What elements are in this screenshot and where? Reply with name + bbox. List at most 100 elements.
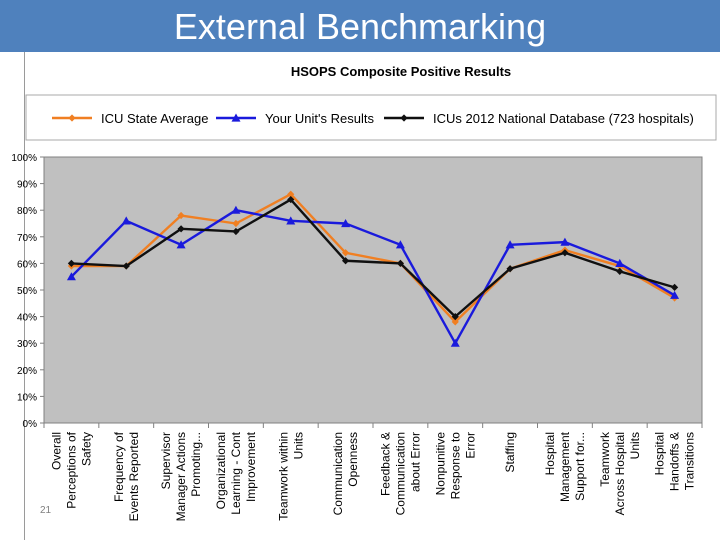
x-tick-label-line: about Error <box>408 432 422 492</box>
x-tick-label: HospitalManagementSupport for... <box>543 431 587 502</box>
x-tick-label: CommunicationOpenness <box>331 432 360 515</box>
x-tick-label: OrganizationalLearning - ContImprovement <box>214 431 258 514</box>
x-tick-label-line: Hospital <box>543 432 557 475</box>
chart-title: HSOPS Composite Positive Results <box>291 64 511 79</box>
data-point-marker <box>68 114 76 122</box>
series-3 <box>67 195 679 321</box>
y-tick-label: 100% <box>11 153 37 164</box>
y-tick-label: 0% <box>23 419 38 430</box>
data-point-marker <box>232 227 240 236</box>
data-point-marker <box>231 205 241 214</box>
y-tick-label: 10% <box>17 392 37 403</box>
data-point-marker <box>66 272 76 281</box>
slide-number: 21 <box>40 505 52 516</box>
data-point-marker <box>451 318 459 326</box>
x-tick-label-line: Nonpunitive <box>433 432 447 496</box>
data-point-marker <box>400 114 408 122</box>
data-point-marker <box>232 219 240 228</box>
x-tick-label-line: Promoting... <box>189 432 203 497</box>
legend: ICU State Average Your Unit's Results ICUs… <box>52 111 694 126</box>
x-tick-label: Frequency ofEvents Reported <box>112 431 141 521</box>
data-point-marker <box>341 249 350 257</box>
series-line <box>71 193 676 324</box>
x-tick-label-line: Hospital <box>653 432 667 475</box>
x-tick-label-line: Safety <box>79 432 93 466</box>
x-tick-label: OverallPerceptions ofSafety <box>49 431 93 508</box>
data-point-marker <box>341 219 351 228</box>
y-tick-label: 20% <box>17 366 37 377</box>
data-point-marker <box>396 259 405 267</box>
series-line <box>71 198 675 318</box>
x-tick-label-line: Across Hospital <box>613 432 627 515</box>
data-point-marker <box>177 211 185 220</box>
data-point-marker <box>67 259 76 267</box>
x-tick-label-line: Events Reported <box>127 432 141 521</box>
y-tick-label: 30% <box>17 339 37 350</box>
x-tick-label-line: Feedback & <box>378 432 392 496</box>
x-tick-label-line: Supervisor <box>159 432 173 489</box>
series-2 <box>66 205 680 347</box>
x-tick-label-line: Overall <box>49 432 63 470</box>
x-tick-label-line: Units <box>291 432 305 459</box>
x-tick-label-line: Learning - Cont <box>229 431 243 514</box>
x-tick-label-line: Error <box>463 432 477 459</box>
data-point-marker <box>176 240 186 249</box>
axes: 0% 10% 20% 30% 40% 50% 60% 70% 80% 90% 100% Overall… <box>11 153 703 521</box>
x-tick-label: HospitalHandoffs &Transitions <box>653 432 697 491</box>
data-point-marker <box>121 216 131 225</box>
x-tick-label-line: Communication <box>393 432 407 515</box>
x-tick-label: TeamworkAcross HospitalUnits <box>598 431 642 515</box>
x-tick-label-line: Perceptions of <box>64 431 78 508</box>
y-tick-label: 60% <box>17 259 37 270</box>
data-point-marker <box>286 216 296 225</box>
x-tick-label-line: Support for... <box>573 432 587 501</box>
data-point-marker <box>615 258 625 267</box>
data-point-marker <box>670 290 680 299</box>
data-point-marker <box>451 313 459 321</box>
x-tick-label-line: Openness <box>346 432 360 487</box>
data-point-marker <box>616 267 624 275</box>
legend-label: ICUs 2012 National Database (723 hospita… <box>433 111 694 126</box>
y-tick-label: 40% <box>17 313 37 324</box>
x-tick-label-line: Frequency of <box>112 431 126 502</box>
slide-title: External Benchmarking <box>173 6 547 47</box>
x-tick-label-line: Response to <box>448 432 462 500</box>
y-tick-label: 70% <box>17 233 37 244</box>
legend-box <box>25 94 717 141</box>
x-tick-label-line: Units <box>628 432 642 459</box>
line-chart: HSOPS Composite Positive Results ICU Sta… <box>11 64 717 521</box>
data-point-marker <box>177 225 185 233</box>
y-tick-label: 80% <box>17 206 37 217</box>
title-bar <box>0 0 720 52</box>
legend-label: ICU State Average <box>101 111 208 126</box>
x-tick-label-line: Transitions <box>683 432 697 490</box>
data-point-marker <box>395 240 405 249</box>
x-tick-label: SupervisorManager ActionsPromoting... <box>159 432 203 521</box>
data-point-marker <box>560 237 570 246</box>
data-point-marker <box>561 249 569 257</box>
y-tick-label: 50% <box>17 286 37 297</box>
series-line <box>70 208 676 345</box>
series <box>66 190 680 347</box>
data-point-marker <box>287 190 295 198</box>
data-point-marker <box>450 338 460 347</box>
data-point-marker <box>506 265 514 273</box>
x-tick-label: Staffing <box>503 432 517 472</box>
x-tick-label-line: Improvement <box>244 431 258 502</box>
data-point-marker <box>505 240 515 249</box>
data-point-marker <box>670 283 679 291</box>
plot-area <box>43 156 703 424</box>
data-point-marker <box>231 113 241 122</box>
x-tick-label: Teamwork withinUnits <box>276 432 305 521</box>
x-tick-label-line: Communication <box>331 432 345 515</box>
x-tick-label: Feedback &Communicationabout Error <box>378 432 422 515</box>
data-point-marker <box>122 262 130 270</box>
y-tick-label: 90% <box>17 180 37 191</box>
x-tick-label-line: Organizational <box>214 432 228 509</box>
x-tick-label-line: Management <box>558 431 572 502</box>
legend-label: Your Unit's Results <box>265 111 374 126</box>
data-point-marker <box>287 195 295 204</box>
x-tick-label-line: Teamwork within <box>276 432 290 521</box>
x-tick-label-line: Staffing <box>503 432 517 472</box>
x-tick-label-line: Manager Actions <box>174 432 188 521</box>
